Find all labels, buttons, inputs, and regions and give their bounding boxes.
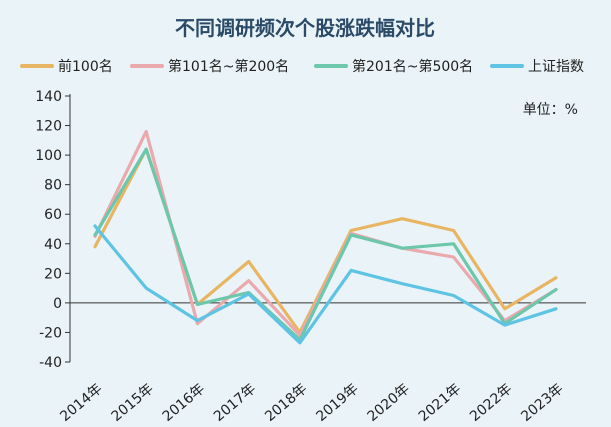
legend-label: 第101名~第200名 bbox=[168, 58, 289, 75]
y-tick-label: 140 bbox=[35, 89, 62, 105]
series-line bbox=[93, 147, 558, 342]
legend-label: 前100名 bbox=[58, 58, 113, 75]
x-tick-label: 2022年 bbox=[467, 381, 515, 425]
legend-label: 第201名~第500名 bbox=[352, 58, 473, 75]
y-tick-label: 80 bbox=[44, 178, 62, 194]
series-lines bbox=[93, 129, 558, 345]
y-tick-label: -40 bbox=[39, 355, 62, 371]
x-tick-label: 2020年 bbox=[365, 381, 413, 425]
x-tick-label: 2016年 bbox=[160, 381, 208, 425]
y-tick-label: 20 bbox=[44, 266, 62, 282]
x-tick-label: 2017年 bbox=[211, 381, 259, 425]
y-tick-label: 100 bbox=[35, 148, 62, 164]
x-tick-label: 2018年 bbox=[262, 381, 310, 425]
chart-title: 不同调研频次个股涨跌幅对比 bbox=[175, 16, 435, 40]
x-tick-label: 2014年 bbox=[57, 381, 105, 425]
series-line bbox=[93, 224, 558, 345]
y-tick-label: 60 bbox=[44, 207, 62, 223]
y-tick-label: 40 bbox=[44, 237, 62, 253]
x-tick-label: 2015年 bbox=[108, 381, 156, 425]
y-tick-label: 120 bbox=[35, 119, 62, 135]
legend: 前100名 第101名~第200名 第201名~第500名 上证指数 bbox=[20, 58, 584, 75]
y-tick-label: -20 bbox=[39, 325, 62, 341]
x-tick-label: 2019年 bbox=[313, 381, 361, 425]
y-tick-label: 0 bbox=[53, 296, 62, 312]
unit-label: 单位：% bbox=[523, 102, 578, 118]
x-tick-label: 2023年 bbox=[518, 381, 566, 425]
legend-label: 上证指数 bbox=[528, 59, 584, 75]
x-tick-label: 2021年 bbox=[416, 381, 464, 425]
